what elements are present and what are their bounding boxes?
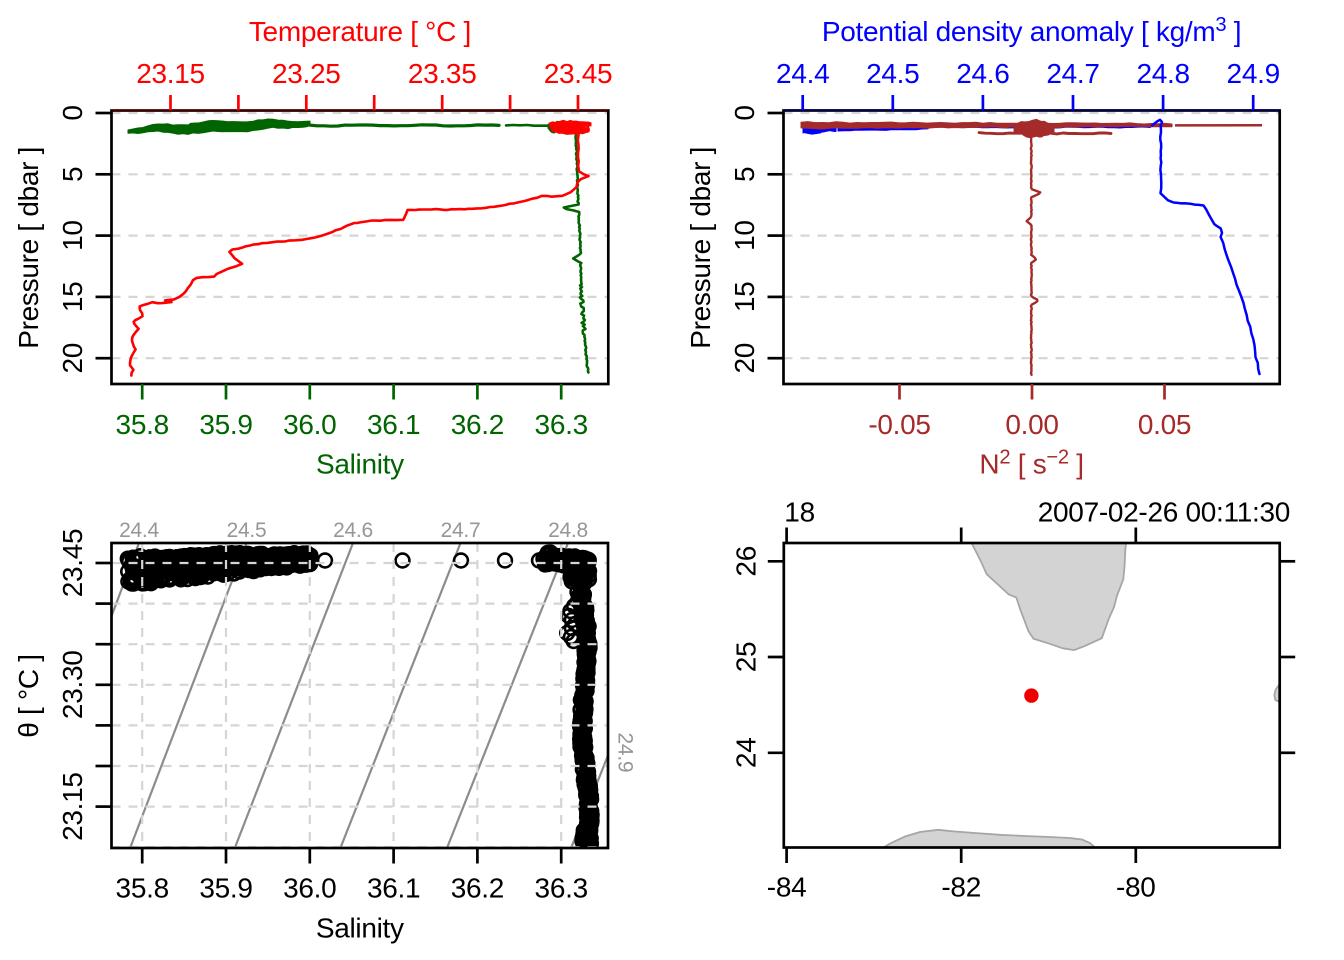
svg-text:10: 10 [57, 220, 88, 251]
svg-text:25: 25 [731, 642, 762, 673]
svg-text:36.0: 36.0 [283, 873, 336, 904]
svg-text:36.3: 36.3 [535, 409, 588, 440]
svg-text:35.9: 35.9 [199, 409, 252, 440]
svg-text:23.15: 23.15 [57, 772, 88, 841]
svg-text:23.30: 23.30 [57, 651, 88, 720]
svg-text:36.3: 36.3 [535, 873, 588, 904]
svg-text:24.7: 24.7 [441, 519, 481, 542]
svg-text:23.35: 23.35 [408, 58, 477, 89]
svg-text:-82: -82 [941, 872, 981, 903]
svg-text:15: 15 [57, 282, 88, 313]
svg-text:24.9: 24.9 [614, 733, 637, 773]
svg-text:24.8: 24.8 [1136, 58, 1189, 89]
svg-text:35.9: 35.9 [199, 873, 252, 904]
svg-text:0.05: 0.05 [1138, 409, 1191, 440]
svg-text:24.4: 24.4 [776, 58, 829, 89]
svg-text:20: 20 [57, 343, 88, 374]
svg-text:θ [ °C ]: θ [ °C ] [13, 654, 44, 738]
svg-text:20: 20 [729, 343, 760, 374]
svg-text:-84: -84 [767, 872, 807, 903]
svg-text:24.5: 24.5 [866, 58, 919, 89]
svg-text:36.1: 36.1 [367, 409, 420, 440]
svg-text:36.2: 36.2 [451, 873, 504, 904]
svg-text:24.7: 24.7 [1046, 58, 1099, 89]
svg-text:Pressure [ dbar ]: Pressure [ dbar ] [13, 147, 44, 349]
svg-text:15: 15 [729, 282, 760, 313]
svg-text:Salinity: Salinity [316, 913, 404, 944]
svg-text:24.5: 24.5 [227, 519, 267, 542]
svg-text:26: 26 [731, 546, 762, 577]
svg-text:36.1: 36.1 [367, 873, 420, 904]
svg-text:35.8: 35.8 [116, 409, 169, 440]
svg-text:35.8: 35.8 [116, 873, 169, 904]
svg-text:36.0: 36.0 [283, 409, 336, 440]
svg-text:24.9: 24.9 [1227, 58, 1280, 89]
svg-text:10: 10 [729, 220, 760, 251]
svg-text:-0.05: -0.05 [868, 409, 930, 440]
svg-text:Temperature [ °C ]: Temperature [ °C ] [249, 16, 471, 47]
svg-text:0.00: 0.00 [1005, 409, 1058, 440]
svg-text:24: 24 [731, 738, 762, 769]
svg-text:18: 18 [784, 497, 815, 528]
svg-text:23.15: 23.15 [136, 58, 205, 89]
svg-text:23.25: 23.25 [272, 58, 341, 89]
svg-text:Salinity: Salinity [316, 449, 404, 480]
svg-text:2007-02-26 00:11:30: 2007-02-26 00:11:30 [1038, 497, 1290, 528]
svg-text:23.45: 23.45 [544, 58, 613, 89]
svg-text:24.6: 24.6 [956, 58, 1009, 89]
svg-text:N2 [ s−2 ]: N2 [ s−2 ] [979, 447, 1083, 480]
svg-text:24.6: 24.6 [333, 519, 373, 542]
svg-text:Potential density anomaly [ kg: Potential density anomaly [ kg/m3 ] [822, 14, 1241, 47]
svg-text:23.45: 23.45 [57, 529, 88, 598]
svg-text:0: 0 [57, 105, 88, 120]
svg-text:-80: -80 [1116, 872, 1156, 903]
svg-text:36.2: 36.2 [451, 409, 504, 440]
svg-text:5: 5 [729, 167, 760, 182]
svg-text:24.4: 24.4 [119, 519, 159, 542]
svg-text:Pressure [ dbar ]: Pressure [ dbar ] [685, 147, 716, 349]
svg-text:0: 0 [729, 105, 760, 120]
svg-text:24.8: 24.8 [548, 519, 588, 542]
svg-text:5: 5 [57, 167, 88, 182]
